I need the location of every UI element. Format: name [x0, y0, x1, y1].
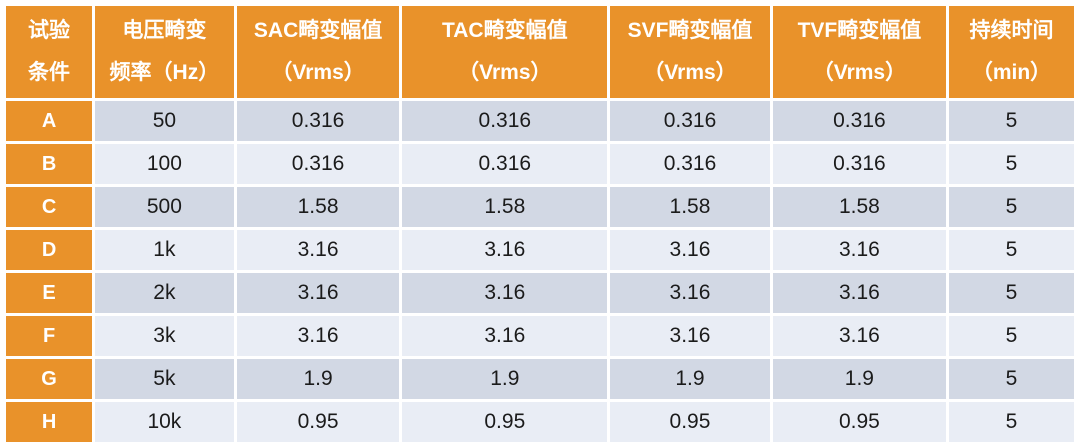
data-cell: 0.316: [402, 144, 608, 184]
column-header: 电压畸变频率（Hz）: [95, 6, 234, 98]
data-cell: 3.16: [236, 316, 400, 356]
data-cell: 5: [949, 359, 1074, 399]
data-cell: 1.9: [610, 359, 770, 399]
row-label-cell: G: [6, 359, 93, 399]
row-label-cell: A: [6, 101, 93, 141]
data-cell: 1.9: [402, 359, 608, 399]
column-header: SVF畸变幅值 （Vrms）: [610, 6, 770, 98]
data-cell: 0.316: [236, 101, 400, 141]
table-header: 试验 条件 电压畸变 频率（Hz） SAC畸变幅值 （Vrms） TAC畸变幅值 （Vrms）…: [6, 6, 1074, 98]
distortion-test-table: 试验 条件 电压畸变 频率（Hz） SAC畸变幅值 （Vrms） TAC畸变幅值 （Vrms）…: [3, 3, 1077, 445]
column-header: TAC畸变幅值 （Vrms）: [402, 6, 608, 98]
row-label-cell: H: [6, 402, 93, 442]
data-cell: 1.58: [402, 187, 608, 227]
row-label-cell: D: [6, 230, 93, 270]
data-cell: 5: [949, 273, 1074, 313]
data-cell: 5: [949, 187, 1074, 227]
table-row: G 5k 1.9 1.9 1.9 1.9 5: [6, 359, 1074, 399]
data-cell: 1.58: [236, 187, 400, 227]
row-label-cell: F: [6, 316, 93, 356]
data-cell: 100: [95, 144, 234, 184]
data-cell: 500: [95, 187, 234, 227]
data-cell: 0.95: [236, 402, 400, 442]
table-body: A 50 0.316 0.316 0.316 0.316 5 B 100 0.316 0.316 0.…: [6, 101, 1074, 442]
data-cell: 50: [95, 101, 234, 141]
data-cell: 1.58: [772, 187, 947, 227]
header-row: 试验 条件 电压畸变 频率（Hz） SAC畸变幅值 （Vrms） TAC畸变幅值 （Vrms）…: [6, 6, 1074, 98]
column-header-line1: TVF畸变幅值: [797, 19, 922, 42]
data-cell: 5: [949, 402, 1074, 442]
column-header-line1: 试验: [28, 19, 71, 42]
data-cell: 0.316: [610, 144, 770, 184]
data-cell: 1.9: [236, 359, 400, 399]
data-cell: 5: [949, 144, 1074, 184]
column-header-line2: （Vrms）: [643, 61, 737, 84]
data-cell: 3.16: [236, 273, 400, 313]
table-row: H 10k 0.95 0.95 0.95 0.95 5: [6, 402, 1074, 442]
column-header-line1: 持续时间: [969, 19, 1054, 42]
data-cell: 3.16: [402, 230, 608, 270]
data-cell: 0.316: [610, 101, 770, 141]
column-header-line1: TAC畸变幅值: [442, 19, 568, 42]
data-cell: 5: [949, 230, 1074, 270]
data-cell: 3k: [95, 316, 234, 356]
data-cell: 0.95: [402, 402, 608, 442]
data-cell: 3.16: [610, 316, 770, 356]
data-cell: 1.9: [772, 359, 947, 399]
column-header-line2: 频率（Hz）: [109, 61, 220, 84]
data-cell: 1k: [95, 230, 234, 270]
data-cell: 3.16: [610, 230, 770, 270]
column-header-line2: （min）: [971, 61, 1052, 84]
column-header-line2: 条件: [28, 61, 71, 84]
column-header-line1: SVF畸变幅值: [627, 19, 753, 42]
data-cell: 10k: [95, 402, 234, 442]
data-cell: 0.316: [772, 144, 947, 184]
data-cell: 3.16: [402, 316, 608, 356]
column-header-line2: （Vrms）: [812, 61, 907, 84]
table-row: F 3k 3.16 3.16 3.16 3.16 5: [6, 316, 1074, 356]
table-row: B 100 0.316 0.316 0.316 0.316 5: [6, 144, 1074, 184]
table-row: E 2k 3.16 3.16 3.16 3.16 5: [6, 273, 1074, 313]
table-row: D 1k 3.16 3.16 3.16 3.16 5: [6, 230, 1074, 270]
column-header-line2: （Vrms）: [271, 61, 365, 84]
data-cell: 5: [949, 316, 1074, 356]
data-cell: 0.316: [772, 101, 947, 141]
data-cell: 0.316: [236, 144, 400, 184]
row-label-cell: E: [6, 273, 93, 313]
data-cell: 3.16: [772, 273, 947, 313]
column-header: SAC畸变幅值 （Vrms）: [236, 6, 400, 98]
data-cell: 0.95: [772, 402, 947, 442]
column-header-line1: SAC畸变幅值: [253, 19, 383, 42]
data-cell: 1.58: [610, 187, 770, 227]
data-cell: 0.95: [610, 402, 770, 442]
data-cell: 3.16: [402, 273, 608, 313]
table-row: A 50 0.316 0.316 0.316 0.316 5: [6, 101, 1074, 141]
column-header: 持续时间 （min）: [949, 6, 1074, 98]
data-cell: 5k: [95, 359, 234, 399]
column-header: TVF畸变幅值 （Vrms）: [772, 6, 947, 98]
row-label-cell: C: [6, 187, 93, 227]
data-cell: 5: [949, 101, 1074, 141]
data-cell: 3.16: [772, 230, 947, 270]
data-cell: 3.16: [610, 273, 770, 313]
column-header-line1: 电压畸变: [122, 19, 207, 42]
column-header: 试验 条件: [6, 6, 93, 98]
column-header-line2: （Vrms）: [458, 61, 552, 84]
table-row: C 500 1.58 1.58 1.58 1.58 5: [6, 187, 1074, 227]
data-cell: 0.316: [402, 101, 608, 141]
data-cell: 3.16: [236, 230, 400, 270]
data-cell: 3.16: [772, 316, 947, 356]
row-label-cell: B: [6, 144, 93, 184]
data-cell: 2k: [95, 273, 234, 313]
